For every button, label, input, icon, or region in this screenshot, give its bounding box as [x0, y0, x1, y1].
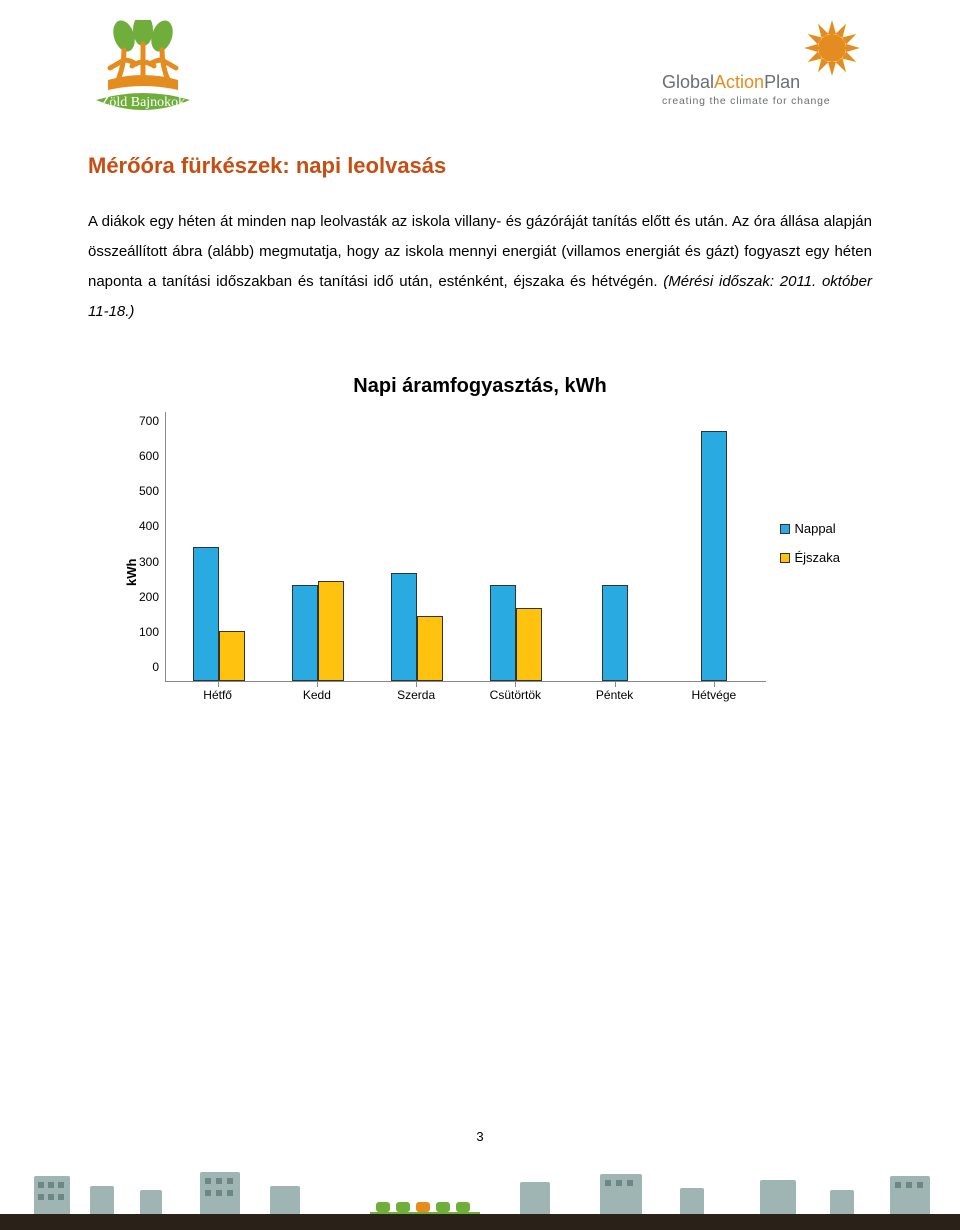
body-paragraph: A diákok egy héten át minden nap leolvas… [88, 207, 872, 327]
legend-label: Éjszaka [794, 550, 840, 565]
bar-group [376, 412, 457, 681]
section-title: Mérőóra fürkészek: napi leolvasás [88, 153, 872, 179]
logo-left-text: Zöld Bajnokok [101, 95, 185, 110]
bar [602, 585, 628, 681]
bar [391, 573, 417, 681]
legend-swatch [780, 553, 790, 563]
chart-container: Napi áramfogyasztás, kWh kWh 700 600 500 40… [120, 375, 840, 702]
logo-right-wordmark: GlobalActionPlan [662, 72, 800, 92]
logo-right-tagline: creating the climate for change [662, 95, 830, 107]
footer-garden [370, 1186, 480, 1216]
bar [318, 581, 344, 681]
legend-item: Éjszaka [780, 550, 840, 565]
footer-decoration [0, 1160, 960, 1230]
logo-global-action-plan: GlobalActionPlan creating the climate fo… [662, 20, 872, 110]
bar-group [673, 412, 754, 681]
bar [219, 631, 245, 681]
x-tick-label: Hétvége [673, 688, 754, 702]
y-tick-label: 600 [139, 449, 159, 463]
y-axis-label: kWh [120, 412, 139, 702]
y-tick-label: 300 [139, 555, 159, 569]
legend-item: Nappal [780, 521, 840, 536]
page-number: 3 [0, 1129, 960, 1144]
x-axis-labels: Hétfő Kedd Szerda Csütörtök Péntek Hétvége [165, 682, 766, 702]
sun-logo-icon: GlobalActionPlan creating the climate fo… [662, 20, 872, 110]
bar [292, 585, 318, 681]
bar-group [178, 412, 259, 681]
y-tick-label: 100 [139, 625, 159, 639]
x-tick-label: Kedd [276, 688, 357, 702]
legend-swatch [780, 524, 790, 534]
y-tick-label: 400 [139, 519, 159, 533]
y-axis-ticks: 700 600 500 400 300 200 100 0 [139, 412, 165, 702]
bar-group [574, 412, 655, 681]
logo-zold-bajnokok: Zöld Bajnokok [88, 20, 198, 125]
bar-group [475, 412, 556, 681]
x-tick-label: Hétfő [177, 688, 258, 702]
bar [490, 585, 516, 681]
bar [701, 431, 727, 681]
bar [516, 608, 542, 681]
y-tick-label: 700 [139, 414, 159, 428]
header-logos: Zöld Bajnokok [88, 20, 872, 125]
bar [193, 547, 219, 682]
x-tick-label: Péntek [574, 688, 655, 702]
y-tick-label: 200 [139, 590, 159, 604]
bar [417, 616, 443, 681]
leaf-people-icon: Zöld Bajnokok [88, 20, 198, 125]
y-tick-label: 500 [139, 484, 159, 498]
chart-legend: Nappal Éjszaka [766, 412, 840, 702]
chart-plot-area [165, 412, 766, 682]
y-tick-label: 0 [152, 660, 159, 674]
bar-group [277, 412, 358, 681]
x-tick-label: Csütörtök [475, 688, 556, 702]
x-tick-label: Szerda [376, 688, 457, 702]
legend-label: Nappal [794, 521, 835, 536]
chart-title: Napi áramfogyasztás, kWh [120, 375, 840, 398]
